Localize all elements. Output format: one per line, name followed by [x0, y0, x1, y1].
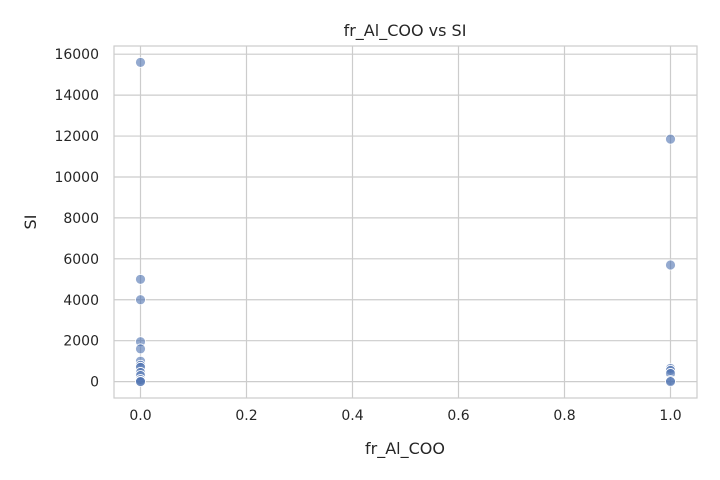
- scatter-point: [135, 376, 146, 388]
- y-tick-label: 12000: [54, 129, 99, 145]
- chart-title: fr_Al_COO vs SI: [344, 21, 467, 41]
- y-tick-label: 4000: [63, 293, 99, 309]
- x-tick-label: 0.0: [129, 408, 151, 424]
- data-points: [135, 56, 676, 388]
- y-tick-label: 16000: [54, 47, 99, 63]
- y-tick-label: 10000: [54, 170, 99, 186]
- x-tick-label: 0.8: [553, 408, 575, 424]
- x-tick-labels: 0.0 0.2 0.4 0.6 0.8 1.0: [129, 408, 681, 424]
- y-tick-label: 6000: [63, 252, 99, 268]
- x-axis-label: fr_Al_COO: [365, 439, 445, 459]
- scatter-point: [135, 56, 146, 68]
- y-tick-label: 0: [90, 375, 99, 391]
- y-tick-label: 8000: [63, 211, 99, 227]
- plot-frame: [113, 45, 698, 399]
- scatter-point: [665, 133, 676, 145]
- y-tick-labels: 0 2000 4000 6000 8000 10000 12000 14000 16000: [54, 47, 99, 390]
- x-tick-label: 0.4: [341, 408, 363, 424]
- x-tick-label: 0.2: [235, 408, 257, 424]
- grid-lines: [114, 46, 697, 398]
- scatter-point: [665, 259, 676, 271]
- scatter-point: [135, 294, 146, 306]
- y-axis-label: SI: [21, 215, 40, 230]
- x-tick-label: 0.6: [447, 408, 469, 424]
- x-tick-label: 1.0: [659, 408, 681, 424]
- y-tick-label: 14000: [54, 88, 99, 104]
- y-tick-label: 2000: [63, 334, 99, 350]
- scatter-point: [135, 343, 146, 355]
- scatter-point: [665, 376, 676, 388]
- scatter-point: [135, 273, 146, 285]
